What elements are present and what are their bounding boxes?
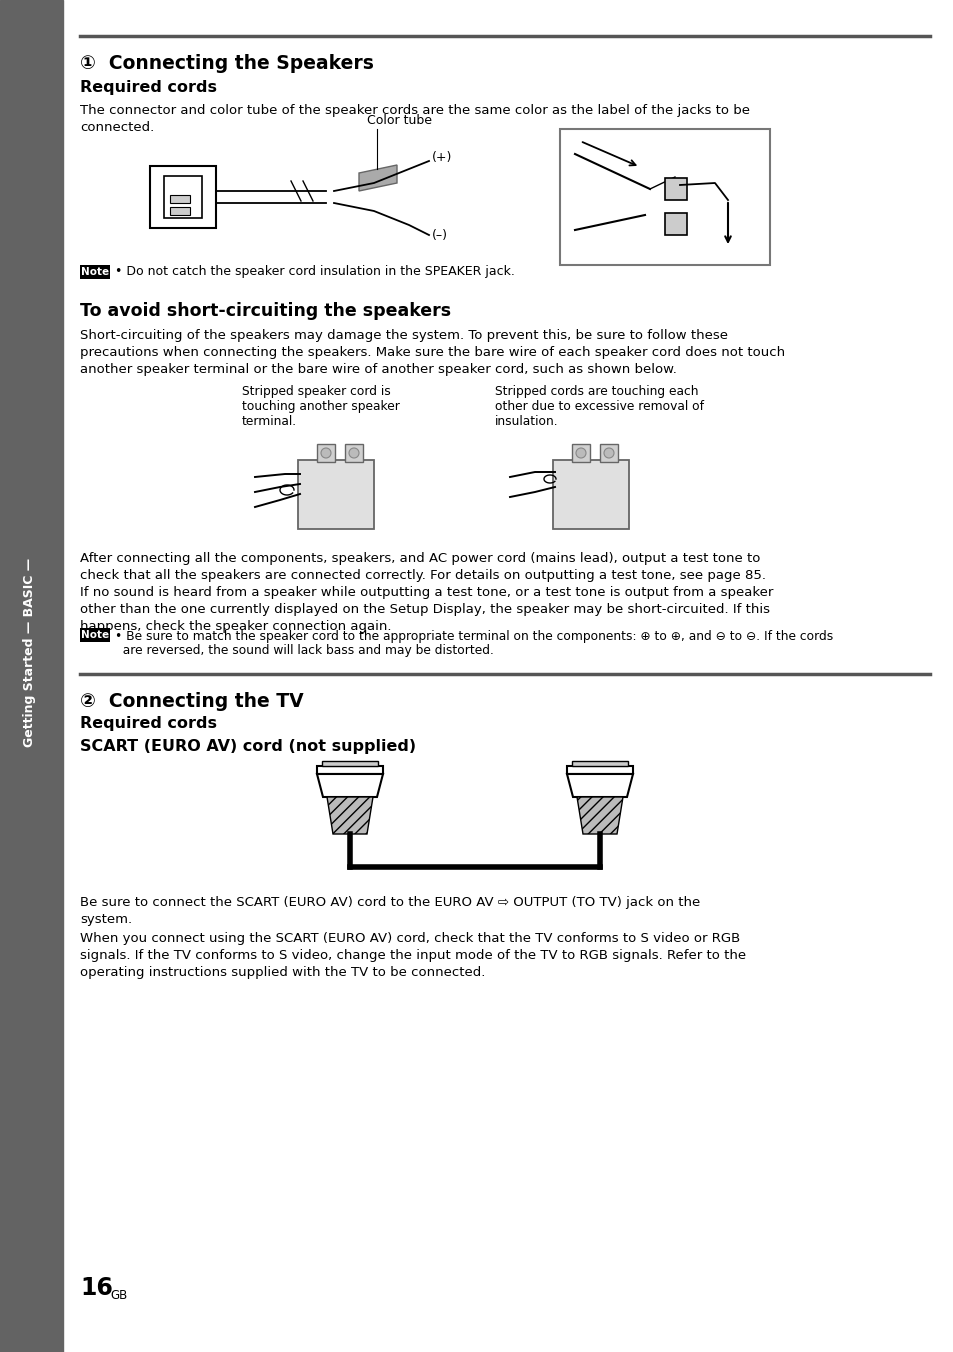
Text: check that all the speakers are connected correctly. For details on outputting a: check that all the speakers are connecte… <box>80 569 765 581</box>
Polygon shape <box>358 165 396 191</box>
Bar <box>572 761 627 767</box>
Bar <box>566 767 633 773</box>
Circle shape <box>349 448 358 458</box>
Bar <box>599 443 618 462</box>
Text: GB: GB <box>110 1288 127 1302</box>
Bar <box>559 128 769 265</box>
Text: Color tube: Color tube <box>367 114 432 127</box>
Text: To avoid short-circuiting the speakers: To avoid short-circuiting the speakers <box>80 301 451 320</box>
Text: precautions when connecting the speakers. Make sure the bare wire of each speake: precautions when connecting the speakers… <box>80 346 784 360</box>
Text: Getting Started — BASIC —: Getting Started — BASIC — <box>23 557 36 746</box>
Text: connected.: connected. <box>80 120 154 134</box>
Text: Required cords: Required cords <box>80 80 216 95</box>
Bar <box>80 627 110 642</box>
FancyBboxPatch shape <box>553 460 628 529</box>
Text: are reversed, the sound will lack bass and may be distorted.: are reversed, the sound will lack bass a… <box>115 644 494 657</box>
Text: signals. If the TV conforms to S video, change the input mode of the TV to RGB s: signals. If the TV conforms to S video, … <box>80 949 745 963</box>
Text: other due to excessive removal of: other due to excessive removal of <box>495 400 703 412</box>
Text: SCART (EURO AV) cord (not supplied): SCART (EURO AV) cord (not supplied) <box>80 740 416 754</box>
FancyBboxPatch shape <box>297 460 374 529</box>
Text: insulation.: insulation. <box>495 415 558 429</box>
Bar <box>0 0 63 1352</box>
Text: (–): (–) <box>432 228 448 242</box>
Text: happens, check the speaker connection again.: happens, check the speaker connection ag… <box>80 621 391 633</box>
Bar <box>170 195 190 203</box>
Text: Be sure to connect the SCART (EURO AV) cord to the EURO AV ⇨ OUTPUT (TO TV) jack: Be sure to connect the SCART (EURO AV) c… <box>80 896 700 909</box>
Text: ①  Connecting the Speakers: ① Connecting the Speakers <box>80 54 374 73</box>
Bar <box>150 166 215 228</box>
Bar <box>664 178 686 200</box>
Text: (+): (+) <box>432 150 452 164</box>
Text: system.: system. <box>80 913 132 926</box>
Polygon shape <box>577 796 622 834</box>
Bar <box>170 207 190 215</box>
Text: • Be sure to match the speaker cord to the appropriate terminal on the component: • Be sure to match the speaker cord to t… <box>115 630 832 644</box>
Text: other than the one currently displayed on the Setup Display, the speaker may be : other than the one currently displayed o… <box>80 603 769 617</box>
Text: Note: Note <box>81 266 109 277</box>
Text: another speaker terminal or the bare wire of another speaker cord, such as shown: another speaker terminal or the bare wir… <box>80 362 677 376</box>
Bar <box>316 767 382 773</box>
Circle shape <box>320 448 331 458</box>
Bar <box>80 265 110 279</box>
Text: • Do not catch the speaker cord insulation in the SPEAKER jack.: • Do not catch the speaker cord insulati… <box>115 265 515 279</box>
Text: Note: Note <box>81 630 109 639</box>
Bar <box>164 176 202 218</box>
Text: The connector and color tube of the speaker cords are the same color as the labe: The connector and color tube of the spea… <box>80 104 749 118</box>
Text: ②  Connecting the TV: ② Connecting the TV <box>80 692 303 711</box>
Text: 16: 16 <box>80 1276 112 1301</box>
Bar <box>316 443 335 462</box>
Text: After connecting all the components, speakers, and AC power cord (mains lead), o: After connecting all the components, spe… <box>80 552 760 565</box>
Text: Short-circuiting of the speakers may damage the system. To prevent this, be sure: Short-circuiting of the speakers may dam… <box>80 329 727 342</box>
Text: operating instructions supplied with the TV to be connected.: operating instructions supplied with the… <box>80 965 485 979</box>
Text: terminal.: terminal. <box>242 415 296 429</box>
Text: When you connect using the SCART (EURO AV) cord, check that the TV conforms to S: When you connect using the SCART (EURO A… <box>80 932 740 945</box>
Text: Required cords: Required cords <box>80 717 216 731</box>
Circle shape <box>603 448 614 458</box>
Bar <box>345 443 363 462</box>
Text: touching another speaker: touching another speaker <box>242 400 399 412</box>
Text: Stripped speaker cord is: Stripped speaker cord is <box>242 385 391 397</box>
Polygon shape <box>327 796 373 834</box>
Text: Stripped cords are touching each: Stripped cords are touching each <box>495 385 698 397</box>
Bar <box>322 761 377 767</box>
Bar <box>572 443 589 462</box>
Polygon shape <box>316 773 382 796</box>
Circle shape <box>576 448 585 458</box>
Polygon shape <box>566 773 633 796</box>
Bar <box>664 214 686 235</box>
Text: If no sound is heard from a speaker while outputting a test tone, or a test tone: If no sound is heard from a speaker whil… <box>80 585 773 599</box>
